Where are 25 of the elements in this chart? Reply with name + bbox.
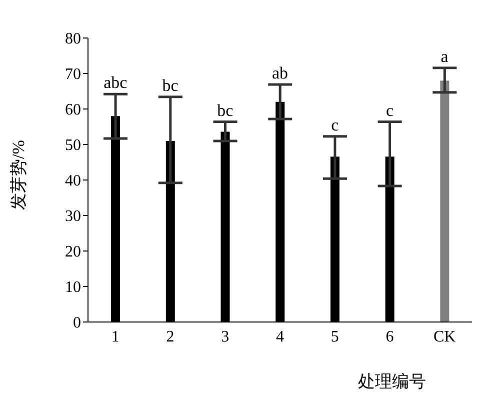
y-tick-label: 80	[65, 30, 81, 48]
annotation: ab	[272, 64, 288, 83]
y-tick-label: 0	[73, 314, 81, 332]
x-tick-label: 5	[330, 328, 339, 346]
x-axis-title: 处理编号	[358, 371, 426, 393]
y-tick-label: 60	[65, 102, 81, 119]
annotation: a	[440, 46, 449, 66]
y-tick-label: 20	[65, 244, 81, 261]
y-tick-label: 30	[65, 208, 81, 226]
annotation: c	[331, 115, 340, 134]
y-tick-label: 40	[65, 172, 81, 190]
y-axis-title: 发芽势/%	[9, 140, 28, 210]
y-tick-label: 10	[65, 279, 81, 296]
annotation: c	[386, 100, 394, 120]
y-tick-label: 70	[65, 66, 81, 84]
annotation: bc	[217, 100, 234, 120]
x-tick-label: 3	[221, 328, 230, 346]
x-tick-label: CK	[433, 328, 456, 346]
x-tick-label: 2	[166, 328, 174, 346]
annotation: abc	[104, 73, 128, 92]
y-tick-label: 50	[65, 137, 81, 154]
x-tick-label: 4	[276, 328, 284, 346]
x-tick-label: 1	[111, 328, 120, 346]
annotation: bc	[162, 76, 179, 95]
x-tick-label: 6	[386, 328, 394, 346]
